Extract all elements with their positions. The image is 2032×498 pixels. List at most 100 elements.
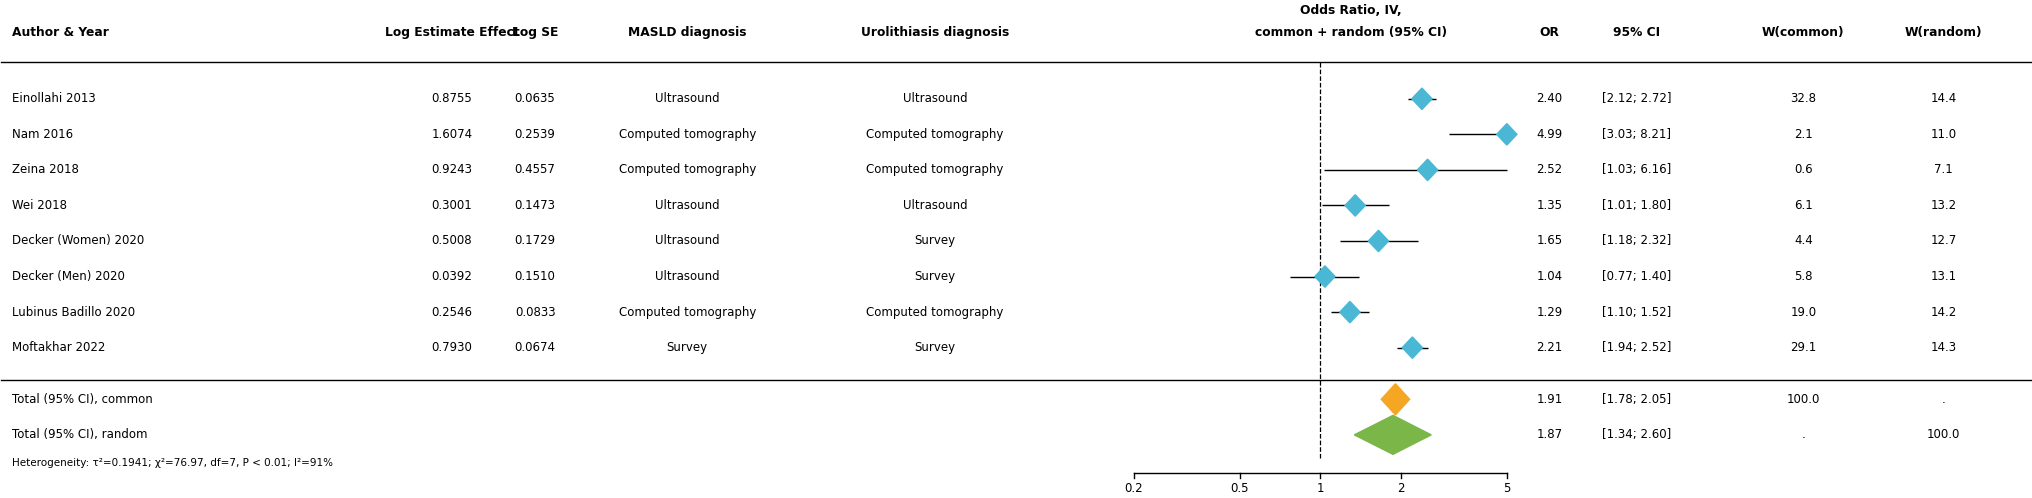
Polygon shape (1355, 415, 1431, 454)
Text: Wei 2018: Wei 2018 (12, 199, 67, 212)
Text: 95% CI: 95% CI (1613, 26, 1660, 39)
Text: Ultrasound: Ultrasound (654, 199, 719, 212)
Polygon shape (1382, 384, 1410, 415)
Text: [0.77; 1.40]: [0.77; 1.40] (1603, 270, 1672, 283)
Text: 1.87: 1.87 (1536, 428, 1563, 441)
Text: 0.2: 0.2 (1124, 483, 1144, 496)
Text: 2.52: 2.52 (1536, 163, 1563, 176)
Text: MASLD diagnosis: MASLD diagnosis (628, 26, 746, 39)
Text: [1.18; 2.32]: [1.18; 2.32] (1603, 235, 1672, 248)
Text: 14.3: 14.3 (1930, 341, 1957, 354)
Text: Ultrasound: Ultrasound (654, 92, 719, 105)
Text: Computed tomography: Computed tomography (866, 163, 1004, 176)
Text: 2: 2 (1398, 483, 1404, 496)
Text: 0.5: 0.5 (1231, 483, 1250, 496)
Text: Computed tomography: Computed tomography (866, 306, 1004, 319)
Text: 100.0: 100.0 (1926, 428, 1961, 441)
Text: common + random (95% CI): common + random (95% CI) (1256, 26, 1447, 39)
Text: [1.01; 1.80]: [1.01; 1.80] (1603, 199, 1672, 212)
Text: OR: OR (1540, 26, 1561, 39)
Text: 1.6074: 1.6074 (431, 128, 471, 141)
Text: [1.78; 2.05]: [1.78; 2.05] (1603, 393, 1672, 406)
Text: 14.4: 14.4 (1930, 92, 1957, 105)
Text: [1.94; 2.52]: [1.94; 2.52] (1603, 341, 1672, 354)
Text: 0.2546: 0.2546 (431, 306, 471, 319)
Text: Survey: Survey (914, 270, 955, 283)
Text: 11.0: 11.0 (1930, 128, 1957, 141)
Text: 1.91: 1.91 (1536, 393, 1563, 406)
Text: Log SE: Log SE (512, 26, 559, 39)
Text: 12.7: 12.7 (1930, 235, 1957, 248)
Text: 0.8755: 0.8755 (431, 92, 471, 105)
Text: 0.2539: 0.2539 (514, 128, 555, 141)
Text: Computed tomography: Computed tomography (618, 306, 756, 319)
Text: 0.1729: 0.1729 (514, 235, 555, 248)
Text: 5.8: 5.8 (1794, 270, 1813, 283)
Text: Odds Ratio, IV,: Odds Ratio, IV, (1300, 4, 1402, 17)
Text: 0.3001: 0.3001 (431, 199, 471, 212)
Text: [3.03; 8.21]: [3.03; 8.21] (1603, 128, 1672, 141)
Text: [1.03; 6.16]: [1.03; 6.16] (1603, 163, 1672, 176)
Text: Nam 2016: Nam 2016 (12, 128, 73, 141)
Text: Log Estimate Effect: Log Estimate Effect (384, 26, 520, 39)
Polygon shape (1339, 301, 1359, 323)
Text: 0.7930: 0.7930 (431, 341, 471, 354)
Text: [1.10; 1.52]: [1.10; 1.52] (1603, 306, 1672, 319)
Text: Heterogeneity: τ²=0.1941; χ²=76.97, df=7, P < 0.01; I²=91%: Heterogeneity: τ²=0.1941; χ²=76.97, df=7… (12, 458, 333, 468)
Text: 2.21: 2.21 (1536, 341, 1563, 354)
Text: 6.1: 6.1 (1794, 199, 1813, 212)
Text: W(common): W(common) (1762, 26, 1845, 39)
Text: Total (95% CI), common: Total (95% CI), common (12, 393, 152, 406)
Text: Total (95% CI), random: Total (95% CI), random (12, 428, 146, 441)
Text: Ultrasound: Ultrasound (654, 235, 719, 248)
Text: Computed tomography: Computed tomography (618, 163, 756, 176)
Text: Computed tomography: Computed tomography (866, 128, 1004, 141)
Text: 1.29: 1.29 (1536, 306, 1563, 319)
Text: 0.6: 0.6 (1794, 163, 1813, 176)
Text: 0.0635: 0.0635 (514, 92, 555, 105)
Text: 13.1: 13.1 (1930, 270, 1957, 283)
Text: Lubinus Badillo 2020: Lubinus Badillo 2020 (12, 306, 134, 319)
Polygon shape (1315, 266, 1335, 287)
Text: Survey: Survey (666, 341, 707, 354)
Text: Ultrasound: Ultrasound (654, 270, 719, 283)
Polygon shape (1402, 337, 1422, 359)
Polygon shape (1498, 124, 1518, 145)
Polygon shape (1412, 88, 1433, 110)
Text: 2.1: 2.1 (1794, 128, 1813, 141)
Text: [1.34; 2.60]: [1.34; 2.60] (1603, 428, 1672, 441)
Text: 1.35: 1.35 (1536, 199, 1563, 212)
Polygon shape (1368, 230, 1388, 251)
Text: 32.8: 32.8 (1790, 92, 1817, 105)
Text: 0.5008: 0.5008 (431, 235, 471, 248)
Text: 13.2: 13.2 (1930, 199, 1957, 212)
Text: 5: 5 (1504, 483, 1510, 496)
Text: 0.1473: 0.1473 (514, 199, 555, 212)
Text: 0.9243: 0.9243 (431, 163, 471, 176)
Text: Moftakhar 2022: Moftakhar 2022 (12, 341, 106, 354)
Text: Ultrasound: Ultrasound (902, 199, 967, 212)
Text: Decker (Women) 2020: Decker (Women) 2020 (12, 235, 144, 248)
Polygon shape (1418, 159, 1439, 181)
Text: Urolithiasis diagnosis: Urolithiasis diagnosis (862, 26, 1010, 39)
Text: Ultrasound: Ultrasound (902, 92, 967, 105)
Text: 29.1: 29.1 (1790, 341, 1817, 354)
Text: 0.0674: 0.0674 (514, 341, 555, 354)
Text: 1.65: 1.65 (1536, 235, 1563, 248)
Text: 2.40: 2.40 (1536, 92, 1563, 105)
Text: 7.1: 7.1 (1934, 163, 1953, 176)
Text: Computed tomography: Computed tomography (618, 128, 756, 141)
Text: 1: 1 (1317, 483, 1325, 496)
Text: Survey: Survey (914, 235, 955, 248)
Text: 0.1510: 0.1510 (514, 270, 555, 283)
Text: [2.12; 2.72]: [2.12; 2.72] (1601, 92, 1672, 105)
Text: 19.0: 19.0 (1790, 306, 1817, 319)
Text: Author & Year: Author & Year (12, 26, 108, 39)
Text: 4.99: 4.99 (1536, 128, 1563, 141)
Text: Decker (Men) 2020: Decker (Men) 2020 (12, 270, 124, 283)
Text: 1.04: 1.04 (1536, 270, 1563, 283)
Text: 0.4557: 0.4557 (514, 163, 555, 176)
Text: Survey: Survey (914, 341, 955, 354)
Text: 0.0392: 0.0392 (431, 270, 471, 283)
Polygon shape (1345, 195, 1366, 216)
